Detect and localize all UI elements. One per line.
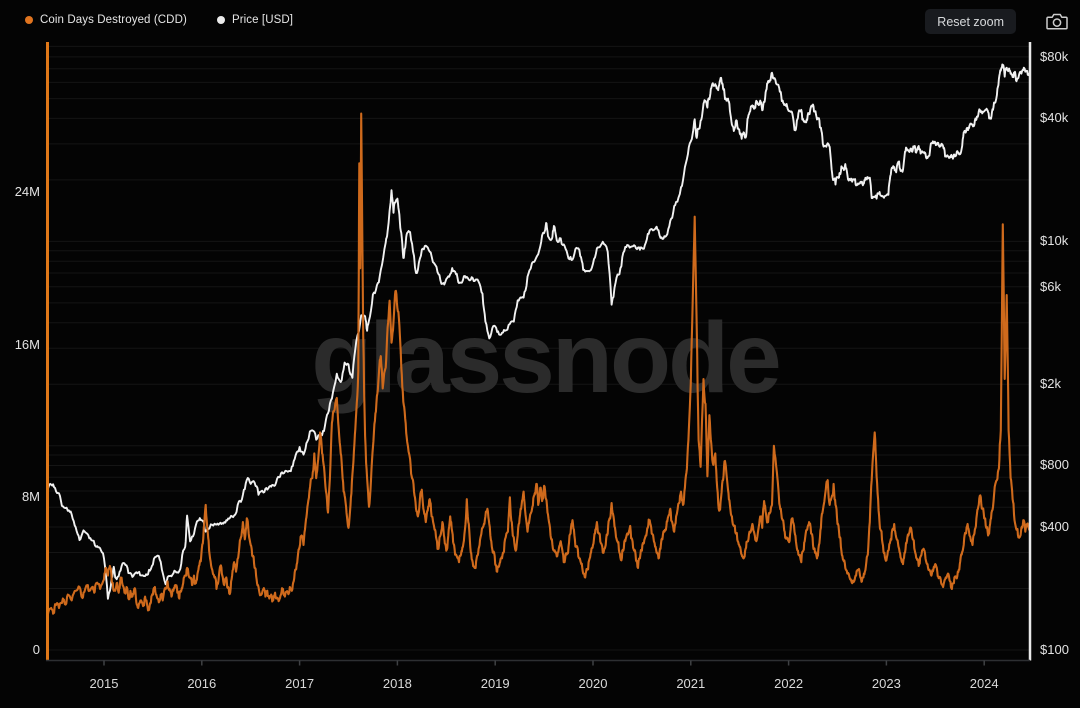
chart-header: Coin Days Destroyed (CDD) Price [USD] Re…	[0, 0, 1080, 40]
left-axis-tick-label: 24M	[14, 183, 40, 199]
left-axis-tick-label: 8M	[21, 489, 40, 505]
reset-zoom-button[interactable]: Reset zoom	[925, 9, 1016, 34]
cdd-series-dot-icon	[25, 16, 33, 24]
right-axis-tick-label: $400	[1040, 518, 1069, 534]
cdd-line-series[interactable]	[46, 112, 1031, 619]
legend-label-cdd: Coin Days Destroyed (CDD)	[40, 14, 187, 26]
legend-item-price[interactable]: Price [USD]	[216, 14, 294, 26]
camera-button[interactable]	[1045, 11, 1069, 31]
x-axis-year-label: 2022	[774, 676, 804, 691]
x-axis-year-label: 2016	[187, 676, 217, 691]
x-axis-year-label: 2018	[382, 676, 412, 691]
right-axis-tick-label: $2k	[1040, 376, 1061, 392]
camera-icon	[1046, 13, 1068, 30]
price-line-series[interactable]	[46, 63, 1031, 600]
right-axis-tick-label: $100	[1040, 642, 1069, 657]
x-axis-year-label: 2015	[89, 676, 119, 691]
right-axis-tick-label: $40k	[1040, 110, 1069, 126]
chart-legend: Coin Days Destroyed (CDD) Price [USD]	[0, 14, 293, 26]
left-axis-tick-label: 0	[32, 642, 40, 657]
x-axis-year-label: 2023	[871, 676, 901, 691]
right-axis-tick-label: $80k	[1040, 48, 1069, 64]
x-axis-year-label: 2017	[285, 676, 315, 691]
right-axis-tick-label: $800	[1040, 457, 1069, 473]
x-axis-year-label: 2019	[480, 676, 510, 691]
left-axis-tick-label: 16M	[14, 336, 40, 352]
right-axis-tick-label: $10k	[1040, 233, 1069, 249]
x-axis-year-label: 2021	[676, 676, 706, 691]
legend-item-cdd[interactable]: Coin Days Destroyed (CDD)	[25, 14, 187, 26]
x-axis-year-label: 2024	[969, 676, 999, 691]
x-axis-year-label: 2020	[578, 676, 608, 691]
legend-label-price: Price [USD]	[231, 14, 294, 26]
right-axis-tick-label: $6k	[1040, 278, 1061, 294]
price-series-dot-icon	[216, 16, 225, 24]
